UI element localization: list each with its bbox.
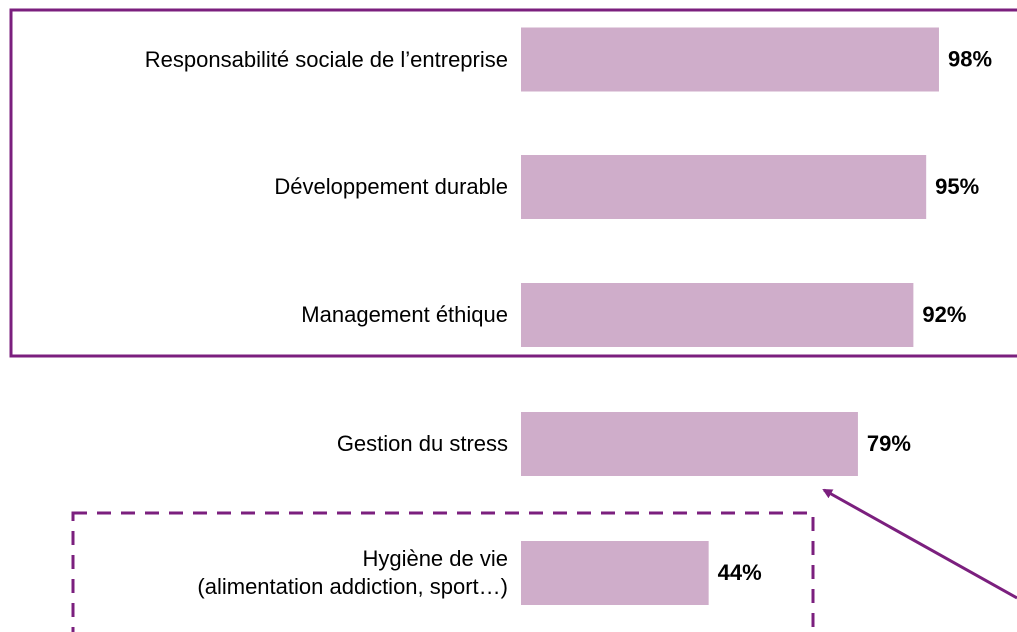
value-label: 44% [718,560,762,585]
category-label: Hygiène de vie (alimentation addiction, … [197,546,508,599]
bar [521,412,858,476]
category-label: Développement durable [274,174,508,199]
category-label: Management éthique [301,302,508,327]
arrow [822,488,1017,600]
value-label: 98% [948,46,992,71]
value-label: 95% [935,174,979,199]
dashed-box [71,511,815,632]
bar [521,155,927,219]
value-label: 79% [867,431,911,456]
bar [521,541,709,605]
highlight-box [9,8,1017,358]
category-label: Gestion du stress [336,431,508,456]
bar [521,27,939,92]
category-label: Responsabilité sociale de l’entreprise [144,46,508,72]
value-label: 92% [922,302,966,327]
bar [521,283,914,347]
